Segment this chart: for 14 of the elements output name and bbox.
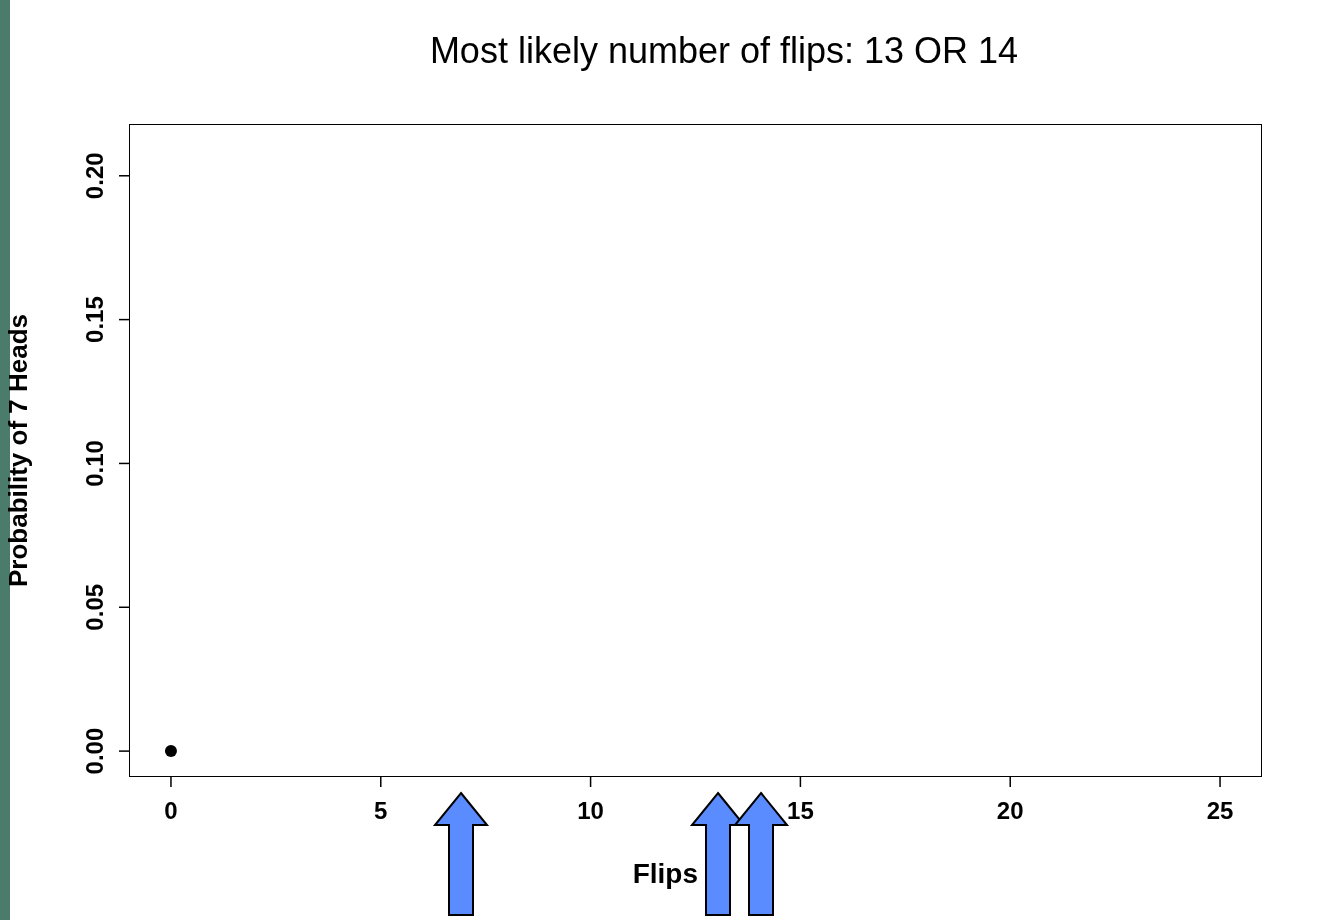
x-tick-label: 5 <box>374 797 388 824</box>
y-tick-label: 0.05 <box>81 583 108 631</box>
x-tick-label: 10 <box>577 797 604 824</box>
y-tick-label: 0.20 <box>81 152 108 200</box>
chart-title: Most likely number of flips: 13 OR 14 <box>428 30 1020 72</box>
y-tick-label: 0.15 <box>81 296 108 343</box>
x-tick-label: 20 <box>996 797 1024 824</box>
x-tick-label: 15 <box>787 797 814 824</box>
y-tick-label: 0.00 <box>81 727 108 775</box>
y-axis-title: Probability of 7 Heads <box>3 313 34 588</box>
y-tick-label: 0.10 <box>81 440 108 487</box>
x-tick-label: 25 <box>1206 797 1234 824</box>
x-axis-title: Flips <box>631 858 698 890</box>
x-tick-label: 0 <box>164 797 178 824</box>
